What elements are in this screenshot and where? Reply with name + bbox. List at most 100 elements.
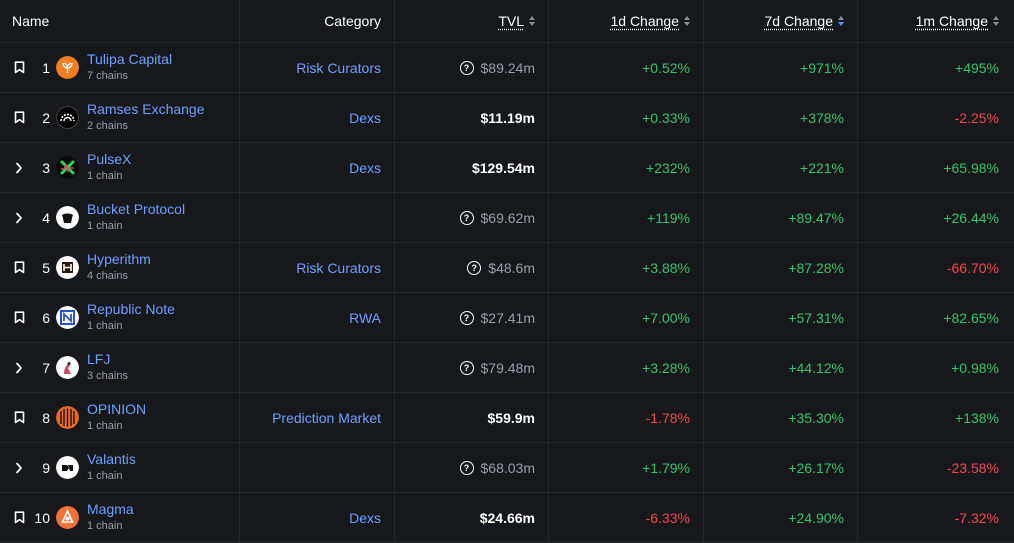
table-row[interactable]: 9 Valantis 1 chain ? $68.03m +1.79% +26.17% -23… (0, 443, 1014, 493)
table-row[interactable]: 10 Magma 1 chain Dexs $24.66m -6.33% +24.90% -7… (0, 493, 1014, 543)
change-1d-cell: +0.33% (549, 93, 704, 142)
category-cell (240, 343, 395, 392)
protocol-name-link[interactable]: Valantis (87, 450, 136, 467)
change-1d-value: +3.28% (642, 359, 690, 376)
sort-desc-icon (838, 16, 844, 26)
change-1d-cell: +232% (549, 143, 704, 192)
protocol-name-link[interactable]: OPINION (87, 400, 147, 417)
tulipa-logo (56, 56, 79, 79)
change-7d-cell: +221% (704, 143, 858, 192)
column-header-tvl[interactable]: TVL (395, 0, 549, 42)
bookmark-icon[interactable] (12, 411, 26, 425)
column-header-1m-change[interactable]: 1m Change (858, 0, 1014, 42)
change-1d-cell: +7.00% (549, 293, 704, 342)
category-cell: Prediction Market (240, 393, 395, 442)
tvl-cell: $59.9m (395, 393, 549, 442)
protocol-name-link[interactable]: Ramses Exchange (87, 100, 205, 117)
tvl-cell: $11.19m (395, 93, 549, 142)
chevron-right-icon[interactable] (12, 461, 26, 475)
tvl-cell: ? $79.48m (395, 343, 549, 392)
bookmark-icon[interactable] (12, 261, 26, 275)
change-7d-cell: +24.90% (704, 493, 858, 542)
question-icon[interactable]: ? (459, 460, 474, 475)
category-link[interactable]: Dexs (349, 109, 381, 126)
change-7d-cell: +89.47% (704, 193, 858, 242)
change-1d-cell: +3.88% (549, 243, 704, 292)
category-link[interactable]: Prediction Market (272, 409, 381, 426)
change-7d-value: +44.12% (788, 359, 844, 376)
column-header-category[interactable]: Category (240, 0, 395, 42)
change-1d-cell: +1.79% (549, 443, 704, 492)
bucket-logo (56, 206, 79, 229)
column-header-7d-change[interactable]: 7d Change (704, 0, 858, 42)
tvl-value: ? $27.41m (459, 310, 535, 326)
bookmark-icon[interactable] (12, 511, 26, 525)
bookmark-icon[interactable] (12, 311, 26, 325)
opinion-logo (56, 406, 79, 429)
question-icon[interactable]: ? (459, 60, 474, 75)
protocol-name-link[interactable]: Republic Note (87, 300, 175, 317)
column-header-name[interactable]: Name (0, 0, 240, 42)
table-row[interactable]: 7 LFJ 3 chains ? $79.48m +3.28% +44.12% +0.98% (0, 343, 1014, 393)
column-header-1d-change[interactable]: 1d Change (549, 0, 704, 42)
protocol-name-link[interactable]: Tulipa Capital (87, 50, 173, 67)
rank-number: 5 (42, 259, 50, 276)
change-1d-value: +3.88% (642, 259, 690, 276)
change-1d-value: +0.33% (642, 109, 690, 126)
tvl-value: ? $69.62m (459, 210, 535, 226)
question-icon[interactable]: ? (459, 310, 474, 325)
chevron-right-icon[interactable] (12, 211, 26, 225)
change-1m-value: +0.98% (951, 359, 999, 376)
table-row[interactable]: 6 Republic Note 1 chain RWA ? $27.41m +7.00% +5… (0, 293, 1014, 343)
change-1d-cell: +0.52% (549, 43, 704, 92)
protocol-name-link[interactable]: Magma (87, 500, 134, 517)
question-icon[interactable]: ? (459, 210, 474, 225)
sort-icon (529, 16, 535, 26)
table-row[interactable]: 3 PulseX 1 chain Dexs $129.54m +232% +221% +65.… (0, 143, 1014, 193)
question-icon[interactable]: ? (459, 360, 474, 375)
pulsex-logo (56, 156, 79, 179)
category-link[interactable]: Risk Curators (296, 59, 381, 76)
table-row[interactable]: 5 Hyperithm 4 chains Risk Curators ? $48.6m +3… (0, 243, 1014, 293)
category-link[interactable]: Risk Curators (296, 259, 381, 276)
table-row[interactable]: 8 OPINION 1 chain Prediction Market $59.9m -1… (0, 393, 1014, 443)
category-link[interactable]: Dexs (349, 159, 381, 176)
chain-count: 1 chain (87, 519, 123, 532)
tvl-value: ? $48.6m (467, 260, 535, 276)
name-cell: 8 OPINION 1 chain (0, 393, 240, 442)
bookmark-icon[interactable] (12, 61, 26, 75)
change-7d-value: +35.30% (788, 409, 844, 426)
change-1d-value: +232% (646, 159, 690, 176)
category-cell: Risk Curators (240, 43, 395, 92)
bookmark-icon[interactable] (12, 111, 26, 125)
protocol-name-link[interactable]: PulseX (87, 150, 132, 167)
change-7d-value: +57.31% (788, 309, 844, 326)
protocol-name-link[interactable]: LFJ (87, 350, 111, 367)
tvl-value: $11.19m (480, 109, 536, 126)
change-1m-cell: -2.25% (858, 93, 1014, 142)
category-link[interactable]: Dexs (349, 509, 381, 526)
table-row[interactable]: 1 Tulipa Capital 7 chains Risk Curators ? $89… (0, 43, 1014, 93)
change-7d-cell: +378% (704, 93, 858, 142)
change-7d-cell: +44.12% (704, 343, 858, 392)
name-cell: 4 Bucket Protocol 1 chain (0, 193, 240, 242)
protocol-name-link[interactable]: Hyperithm (87, 250, 151, 267)
table-row[interactable]: 2 Ramses Exchange 2 chains Dexs $11.19m +0.33… (0, 93, 1014, 143)
table-header: Name Category TVL 1d Change 7d Change 1m… (0, 0, 1014, 43)
chain-count: 1 chain (87, 169, 123, 182)
change-1m-value: +82.65% (943, 309, 999, 326)
tvl-value: ? $68.03m (459, 460, 535, 476)
protocol-name-link[interactable]: Bucket Protocol (87, 200, 186, 217)
category-link[interactable]: RWA (349, 309, 381, 326)
magma-logo (56, 506, 79, 529)
change-1d-value: -1.78% (645, 409, 690, 426)
table-row[interactable]: 4 Bucket Protocol 1 chain ? $69.62m +119% +89.… (0, 193, 1014, 243)
question-icon[interactable]: ? (467, 260, 482, 275)
change-1d-value: +7.00% (642, 309, 690, 326)
change-1d-cell: -6.33% (549, 493, 704, 542)
chevron-right-icon[interactable] (12, 361, 26, 375)
tvl-cell: $129.54m (395, 143, 549, 192)
change-1m-cell: +138% (858, 393, 1014, 442)
chevron-right-icon[interactable] (12, 161, 26, 175)
change-1m-cell: +65.98% (858, 143, 1014, 192)
